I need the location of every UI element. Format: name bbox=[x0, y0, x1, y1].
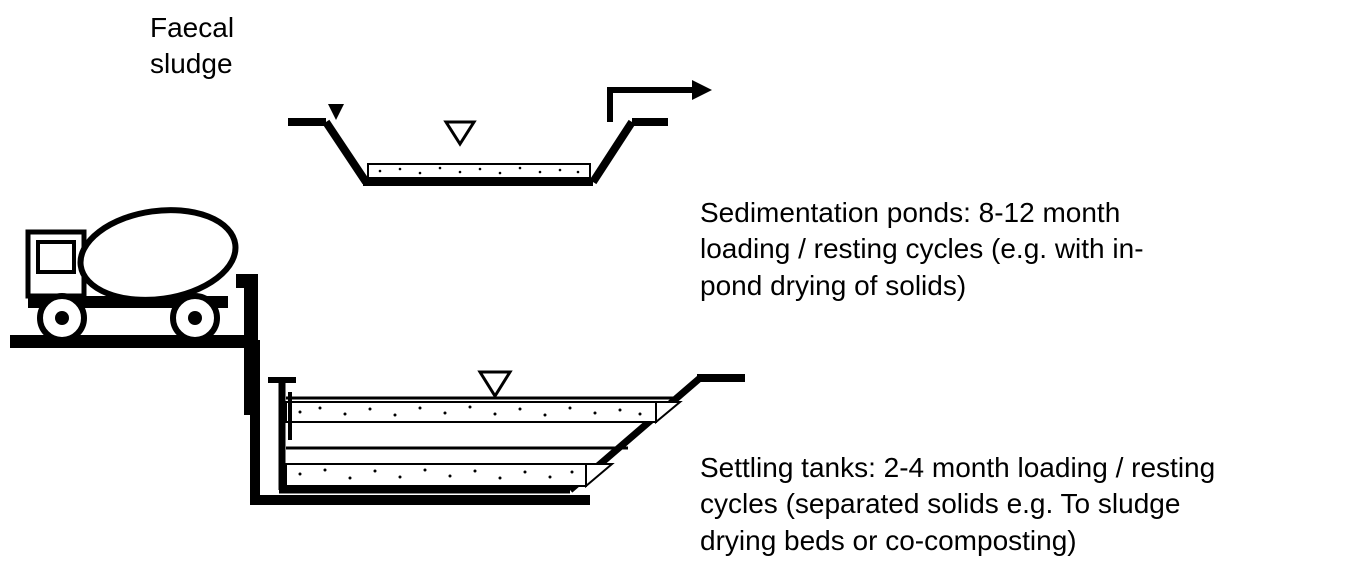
sedimentation-pond-inlet-icon bbox=[328, 104, 344, 120]
settling-tank-water-level-icon bbox=[480, 372, 510, 396]
sedimentation-pond-outlet-arrow bbox=[692, 80, 712, 100]
settling-tank bbox=[268, 372, 745, 490]
settling-tank-layer-lower bbox=[286, 464, 586, 486]
truck-wheel-front bbox=[40, 296, 84, 340]
sedimentation-pond-sludge bbox=[368, 164, 590, 178]
truck-cab bbox=[28, 232, 84, 296]
diagram-canvas bbox=[0, 0, 1365, 579]
sedimentation-pond-water-level-icon bbox=[446, 122, 474, 144]
settling-tank-layer-upper bbox=[286, 402, 656, 422]
sedimentation-pond bbox=[288, 80, 712, 182]
truck-tank bbox=[75, 201, 242, 310]
truck-wheel-rear bbox=[173, 296, 217, 340]
